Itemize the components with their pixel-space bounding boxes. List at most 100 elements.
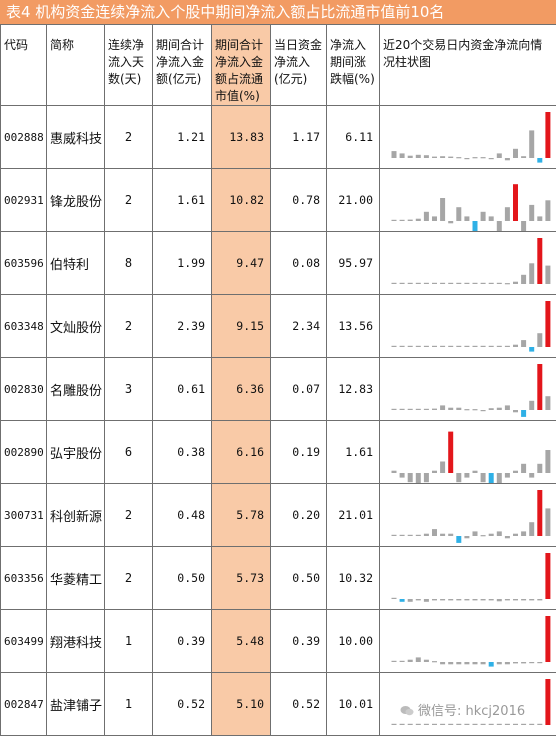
flow-bar <box>496 282 502 284</box>
flow-bar <box>537 723 543 725</box>
cell-name: 盐津铺子 <box>46 672 105 736</box>
flow-bar <box>432 345 437 347</box>
flow-bar <box>472 157 478 159</box>
flow-bar <box>440 405 446 410</box>
flow-bar <box>537 599 543 601</box>
flow-bar <box>407 723 413 725</box>
flow-bar <box>496 407 502 410</box>
flow-bar <box>504 405 510 410</box>
flow-bar-chart <box>391 616 551 667</box>
flow-bar <box>440 345 446 347</box>
flow-bar <box>521 156 527 158</box>
table-row: 603356 华菱精工 2 0.50 5.73 0.50 10.32 <box>0 546 556 610</box>
flow-bar <box>407 282 413 284</box>
flow-bar <box>464 473 470 478</box>
flow-bar-chart <box>391 184 551 231</box>
flow-bar <box>472 662 478 665</box>
flow-bar <box>391 219 397 221</box>
flow-bar <box>456 282 462 284</box>
flow-bar <box>448 282 454 284</box>
flow-bar <box>504 723 510 725</box>
cell-code: 002888 <box>0 105 47 169</box>
cell-total: 0.52 <box>152 672 212 736</box>
flow-bar <box>391 597 397 599</box>
flow-bar <box>448 431 454 473</box>
flow-bar <box>496 723 502 725</box>
table-row: 002830 名雕股份 3 0.61 6.36 0.07 12.83 <box>0 357 556 421</box>
flow-bar <box>440 599 446 601</box>
flow-bar <box>521 531 527 536</box>
flow-bar <box>391 660 397 662</box>
cell-name: 文灿股份 <box>46 294 105 358</box>
flow-bar <box>472 221 478 231</box>
flow-bar <box>496 153 502 158</box>
flow-bar-chart <box>391 112 551 163</box>
cell-today: 0.52 <box>270 672 327 736</box>
flow-bar <box>399 282 405 284</box>
cell-name: 弘宇股份 <box>46 420 105 484</box>
cell-today: 2.34 <box>270 294 327 358</box>
flow-bar <box>448 156 454 158</box>
flow-bar <box>488 599 494 601</box>
flow-bar <box>440 461 446 473</box>
cell-code: 603596 <box>0 231 47 295</box>
flow-bar <box>521 274 527 284</box>
flow-bar <box>464 158 470 160</box>
cell-total: 1.61 <box>152 168 212 232</box>
cell-flow-chart <box>379 609 556 673</box>
header-total: 期间合计净流入金额(亿元) <box>152 24 212 106</box>
flow-bar <box>432 723 437 725</box>
flow-bar <box>545 679 551 725</box>
cell-name: 名雕股份 <box>46 357 105 421</box>
flow-bar <box>456 599 462 601</box>
watermark: 微信号: hkcj2016 <box>400 700 525 719</box>
flow-bar <box>488 723 494 725</box>
flow-bar <box>521 410 527 417</box>
flow-bar <box>399 473 405 478</box>
flow-bar <box>456 345 462 347</box>
flow-bar <box>456 723 462 725</box>
flow-bar <box>496 345 502 347</box>
flow-bar <box>423 473 429 483</box>
flow-bar <box>496 473 502 483</box>
flow-bar <box>496 662 502 665</box>
flow-bar <box>472 723 478 725</box>
flow-bar <box>504 599 510 601</box>
flow-bar <box>448 533 454 536</box>
flow-bar <box>504 158 510 161</box>
cell-flow-chart <box>379 483 556 547</box>
cell-ratio: 6.36 <box>211 357 271 421</box>
flow-bar <box>399 599 405 602</box>
flow-bar <box>480 662 486 665</box>
flow-bar <box>415 408 421 410</box>
flow-bar <box>440 533 446 536</box>
flow-bar <box>521 340 527 347</box>
flow-bar <box>529 522 535 536</box>
flow-bar <box>415 723 421 725</box>
cell-flow-chart <box>379 357 556 421</box>
flow-bar-chart <box>391 553 551 602</box>
cell-code: 603356 <box>0 546 47 610</box>
cell-flow-chart <box>379 294 556 358</box>
flow-bar <box>529 723 535 725</box>
flow-bar <box>472 599 478 601</box>
flow-bar <box>423 345 429 347</box>
flow-bar <box>456 157 462 159</box>
flow-bar-chart <box>391 490 551 543</box>
flow-bar <box>480 345 486 347</box>
flow-bar <box>432 529 437 536</box>
header-days: 连续净流入天数(天) <box>104 24 153 106</box>
cell-ratio: 13.83 <box>211 105 271 169</box>
header-chart: 近20个交易日内资金净流向情况柱状图 <box>379 24 556 106</box>
flow-bar <box>521 723 527 725</box>
flow-bar <box>504 207 510 221</box>
flow-bar-chart <box>391 431 551 483</box>
flow-bar <box>488 662 494 667</box>
flow-bar <box>399 153 405 158</box>
wechat-icon <box>400 705 414 717</box>
flow-bar <box>407 599 413 602</box>
flow-bar <box>432 661 437 663</box>
cell-ratio: 9.15 <box>211 294 271 358</box>
flow-bar <box>448 407 454 410</box>
cell-days: 2 <box>104 168 153 232</box>
